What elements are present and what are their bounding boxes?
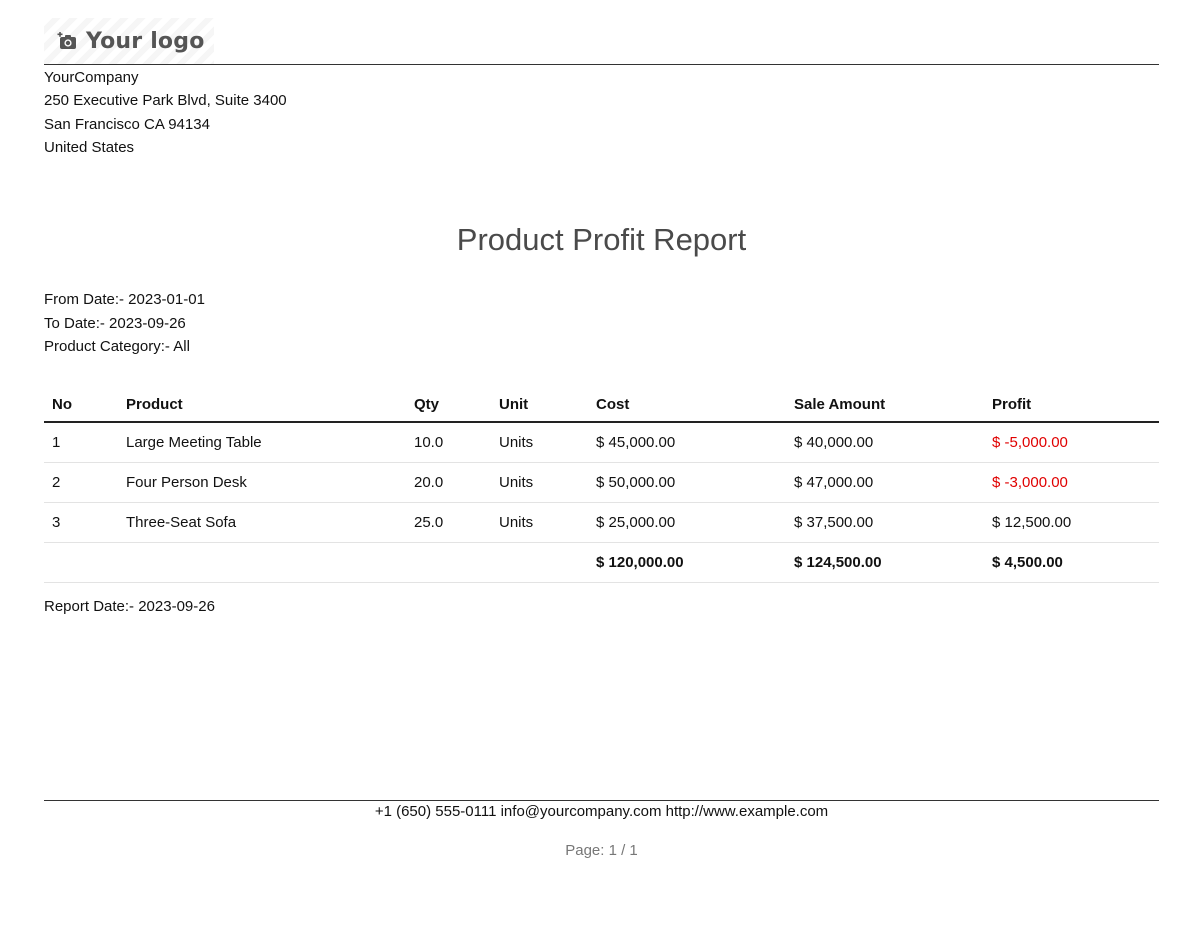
company-country: United States: [44, 138, 135, 156]
to-date: To Date:- 2023-09-26: [44, 314, 186, 332]
header-qty: Qty: [406, 388, 491, 423]
header-no: No: [44, 388, 118, 423]
cell-cost: $ 25,000.00: [588, 502, 786, 543]
company-name: YourCompany: [44, 69, 139, 86]
header-product: Product: [118, 388, 406, 423]
cell-unit: Units: [491, 502, 588, 543]
header-cost: Cost: [588, 388, 786, 423]
cell-sale-amount: $ 37,500.00: [786, 502, 984, 543]
cell-empty: [118, 542, 406, 583]
header-profit: Profit: [984, 388, 1159, 423]
company-city: San Francisco CA 94134: [44, 115, 210, 133]
cell-no: 3: [44, 502, 118, 543]
cell-empty: [491, 542, 588, 583]
cell-qty: 10.0: [406, 422, 491, 463]
cell-empty: [44, 542, 118, 583]
cell-cost: $ 50,000.00: [588, 462, 786, 503]
cell-sale-amount: $ 40,000.00: [786, 422, 984, 463]
header-sale-amount: Sale Amount: [786, 388, 984, 423]
report-title: Product Profit Report: [456, 222, 747, 257]
total-profit: $ 4,500.00: [984, 542, 1159, 583]
report-date: Report Date:- 2023-09-26: [44, 598, 215, 615]
table-row: 2 Four Person Desk 20.0 Units $ 50,000.0…: [44, 462, 1159, 503]
table-header-row: No Product Qty Unit Cost Sale Amount Pro…: [44, 388, 1159, 423]
cell-product: Large Meeting Table: [118, 422, 406, 463]
cell-empty: [406, 542, 491, 583]
total-sale-amount: $ 124,500.00: [786, 542, 984, 583]
cell-qty: 20.0: [406, 462, 491, 503]
cell-profit: $ -3,000.00: [984, 462, 1159, 503]
camera-plus-icon: [56, 31, 78, 51]
page-number: Page: 1 / 1: [565, 842, 638, 859]
header-unit: Unit: [491, 388, 588, 423]
cell-no: 1: [44, 422, 118, 463]
report-filters: From Date:- 2023-01-01 To Date:- 2023-09…: [44, 288, 205, 359]
cell-profit: $ 12,500.00: [984, 502, 1159, 543]
footer-divider: [44, 800, 1159, 801]
cell-profit: $ -5,000.00: [984, 422, 1159, 463]
company-logo: Your logo: [44, 18, 214, 64]
product-category: Product Category:- All: [44, 338, 190, 355]
cell-no: 2: [44, 462, 118, 503]
cell-unit: Units: [491, 422, 588, 463]
table-total-row: $ 120,000.00 $ 124,500.00 $ 4,500.00: [44, 542, 1159, 583]
cell-product: Four Person Desk: [118, 462, 406, 503]
table-row: 3 Three-Seat Sofa 25.0 Units $ 25,000.00…: [44, 502, 1159, 543]
total-cost: $ 120,000.00: [588, 542, 786, 583]
cell-qty: 25.0: [406, 502, 491, 543]
company-street: 250 Executive Park Blvd, Suite 3400: [44, 92, 287, 110]
logo-text: Your logo: [86, 28, 205, 54]
header-divider: [44, 64, 1159, 65]
from-date: From Date:- 2023-01-01: [44, 291, 205, 308]
footer-contact: +1 (650) 555-0111 info@yourcompany.com h…: [374, 803, 829, 820]
table-row: 1 Large Meeting Table 10.0 Units $ 45,00…: [44, 422, 1159, 463]
company-address: YourCompany 250 Executive Park Blvd, Sui…: [44, 66, 287, 159]
cell-sale-amount: $ 47,000.00: [786, 462, 984, 503]
profit-table: No Product Qty Unit Cost Sale Amount Pro…: [44, 388, 1159, 583]
report-page: Your logo YourCompany 250 Executive Park…: [44, 0, 1159, 929]
cell-unit: Units: [491, 462, 588, 503]
cell-cost: $ 45,000.00: [588, 422, 786, 463]
cell-product: Three-Seat Sofa: [118, 502, 406, 543]
